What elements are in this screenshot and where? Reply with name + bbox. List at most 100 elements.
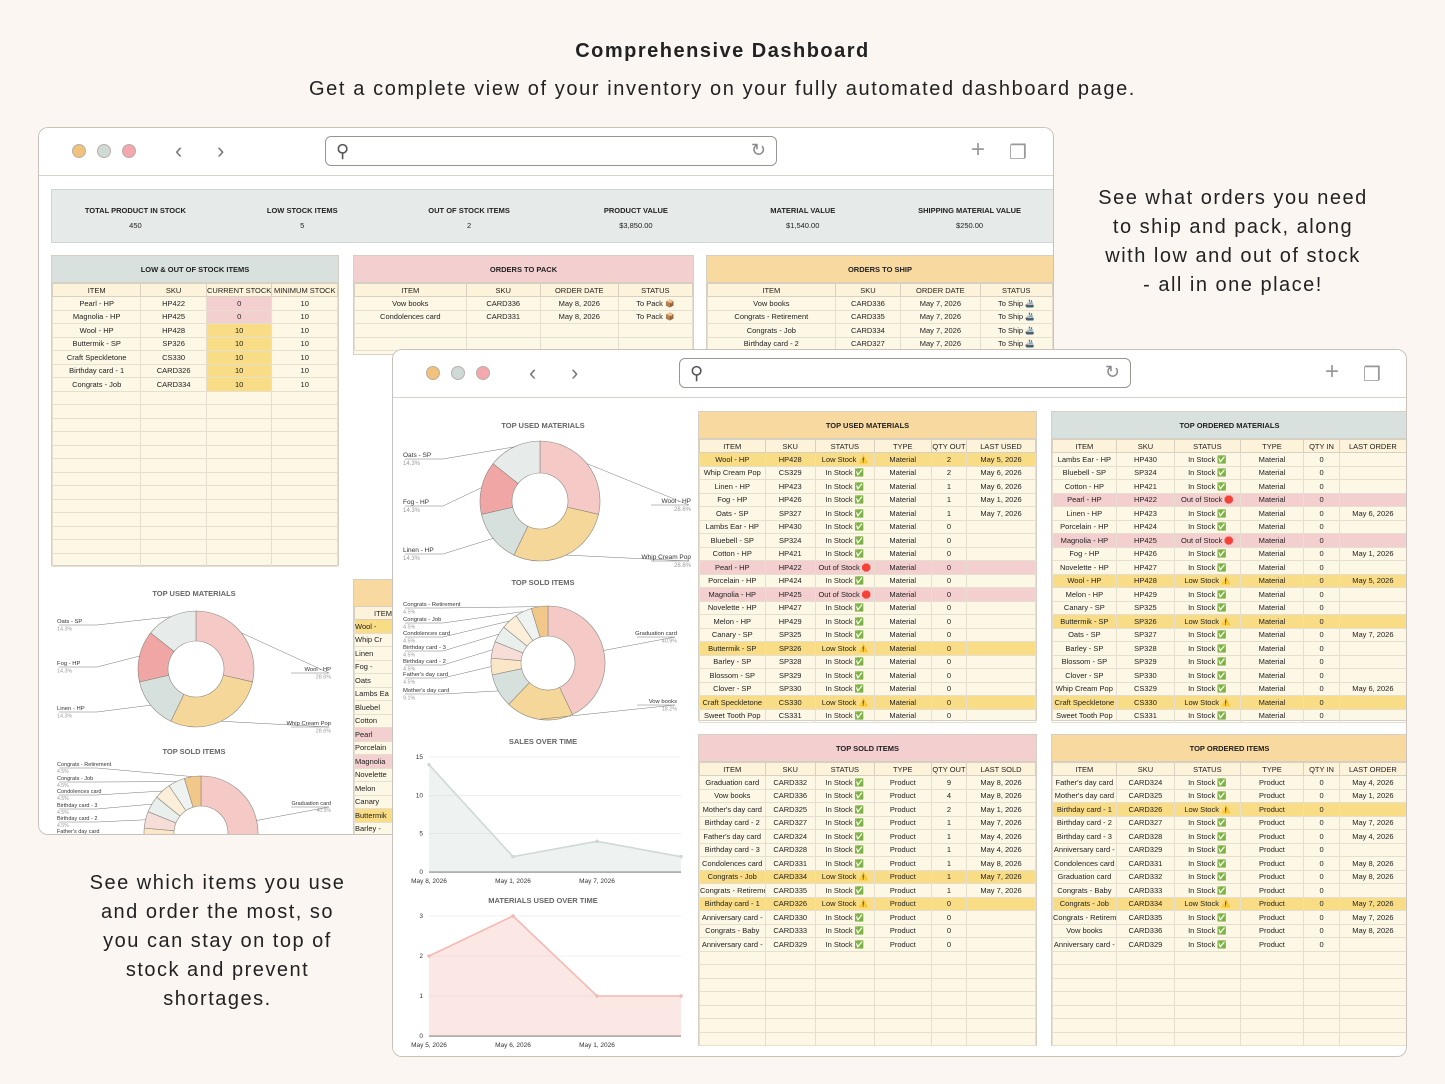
column-header[interactable]: SKU — [764, 439, 816, 453]
column-header[interactable]: CURRENT STOCK — [205, 283, 273, 297]
table-row[interactable]: Vow books CARD336 May 7, 2026 To Ship 🚢 — [707, 296, 1053, 311]
table-row[interactable] — [1052, 964, 1406, 979]
column-header[interactable]: LAST ORDER — [1338, 439, 1406, 453]
table-row[interactable] — [354, 323, 694, 338]
table-row[interactable]: Bluebell - SP SP324 In Stock ✅ Material 0 — [1052, 465, 1406, 480]
copy-window-icon[interactable]: ❐ — [1009, 142, 1027, 164]
table-row[interactable]: Congrats - Retirement CARD335 May 7, 2026 T… — [707, 309, 1053, 324]
table-row[interactable] — [51, 471, 338, 486]
table-row[interactable] — [51, 539, 338, 554]
copy-window-icon[interactable]: ❐ — [1363, 364, 1381, 386]
table-row[interactable] — [51, 458, 338, 473]
table-row[interactable]: Porcelain - HP HP424 In Stock ✅ Material 0 — [1052, 519, 1406, 534]
table-row[interactable]: Buttermik - SP SP326 Low Stock ⚠️ Material 0 — [1052, 614, 1406, 629]
table-row[interactable]: Congrats - Job CARD334 May 7, 2026 To Ship … — [707, 323, 1053, 338]
table-row[interactable]: Condolences card CARD331 In Stock ✅ Product… — [1052, 856, 1406, 871]
table-row[interactable]: Lambs Ear - HP HP430 In Stock ✅ Material 0 — [1052, 452, 1406, 467]
pie-slice[interactable] — [200, 775, 259, 835]
table-row[interactable]: Vow books CARD336 May 8, 2026 To Pack 📦 — [354, 296, 694, 311]
column-header[interactable]: ITEM — [699, 762, 766, 776]
table-row[interactable]: Magnolia - HP HP425 0 10 — [51, 309, 338, 324]
column-header[interactable]: ITEM — [707, 283, 836, 297]
new-tab-icon[interactable]: + — [1325, 358, 1340, 385]
table-row[interactable]: Mother's day card CARD325 In Stock ✅ Produc… — [699, 802, 1036, 817]
column-header[interactable]: SKU — [140, 283, 207, 297]
table-row[interactable]: Birthday card - 2 CARD327 May 7, 2026 To Sh… — [707, 336, 1053, 351]
table-row[interactable]: Birthday card - 2 CARD327 In Stock ✅ Produc… — [1052, 815, 1406, 830]
close-dot[interactable] — [122, 144, 136, 158]
column-header[interactable]: SKU — [764, 762, 816, 776]
column-header[interactable]: STATUS — [1174, 439, 1241, 453]
table-row[interactable]: Magnolia - HP HP425 Out of Stock 🛑 Material… — [699, 587, 1036, 602]
column-header[interactable]: LAST USED — [966, 439, 1036, 453]
table-row[interactable]: Congrats - Retireme CARD335 In Stock ✅ Prod… — [699, 883, 1036, 898]
table-row[interactable]: Porcelain - HP HP424 In Stock ✅ Material 0 — [699, 573, 1036, 588]
table-row[interactable]: Vow books CARD336 In Stock ✅ Product 4 May 8,… — [699, 788, 1036, 803]
table-row[interactable] — [699, 964, 1036, 979]
table-row[interactable]: Craft Speckletone CS330 Low Stock ⚠️ Materi… — [699, 695, 1036, 710]
table-row[interactable]: Anniversary card - CARD329 In Stock ✅ Produ… — [1052, 842, 1406, 857]
table-row[interactable]: Barley - SP SP328 In Stock ✅ Material 0 — [699, 654, 1036, 669]
table-row[interactable]: Condolences card CARD331 In Stock ✅ Product… — [699, 856, 1036, 871]
table-row[interactable]: Birthday card - 1 CARD326 10 10 — [51, 363, 338, 378]
column-header[interactable]: STATUS — [979, 283, 1053, 297]
column-header[interactable]: TYPE — [1239, 439, 1305, 453]
pie-slice[interactable] — [539, 440, 601, 515]
table-row[interactable]: Craft Speckletone CS330 10 10 — [51, 350, 338, 365]
column-header[interactable]: ITEM — [354, 283, 467, 297]
column-header[interactable]: QTY IN — [1303, 762, 1340, 776]
table-row[interactable] — [1052, 991, 1406, 1006]
table-row[interactable]: Oats - SP SP327 In Stock ✅ Material 0 May 7, … — [1052, 627, 1406, 642]
close-dot[interactable] — [476, 366, 490, 380]
table-row[interactable]: Anniversary card - CARD329 In Stock ✅ Produ… — [699, 937, 1036, 952]
table-row[interactable]: Bluebell - SP SP324 In Stock ✅ Material 0 — [699, 533, 1036, 548]
table-row[interactable]: Wool - HP HP428 10 10 — [51, 323, 338, 338]
table-row[interactable]: Linen - HP HP423 In Stock ✅ Material 0 May 6,… — [1052, 506, 1406, 521]
table-row[interactable]: Clover - SP SP330 In Stock ✅ Material 0 — [699, 681, 1036, 696]
column-header[interactable]: SKU — [1115, 762, 1176, 776]
table-row[interactable]: Wool - HP HP428 Low Stock ⚠️ Material 2 May 5… — [699, 452, 1036, 467]
table-row[interactable] — [51, 417, 338, 432]
table-row[interactable]: Linen - HP HP423 In Stock ✅ Material 1 May 6,… — [699, 479, 1036, 494]
table-row[interactable]: Sweet Tooth Pop CS331 In Stock ✅ Material 0 — [699, 708, 1036, 723]
table-row[interactable]: Fog - HP HP426 In Stock ✅ Material 0 May 1, 2… — [1052, 546, 1406, 561]
table-row[interactable] — [51, 498, 338, 513]
column-header[interactable]: ITEM — [1052, 439, 1117, 453]
column-header[interactable]: STATUS — [814, 439, 875, 453]
table-row[interactable] — [699, 1004, 1036, 1019]
table-row[interactable] — [699, 950, 1036, 965]
pie-slice[interactable] — [513, 506, 599, 562]
table-row[interactable] — [51, 512, 338, 527]
table-row[interactable]: Canary - SP SP325 In Stock ✅ Material 0 — [699, 627, 1036, 642]
column-header[interactable]: SKU — [465, 283, 541, 297]
table-row[interactable]: Anniversary card - CARD329 In Stock ✅ Produ… — [1052, 937, 1406, 952]
table-row[interactable]: Sweet Tooth Pop CS331 In Stock ✅ Material 0 — [1052, 708, 1406, 723]
table-row[interactable]: Pearl - HP HP422 0 10 — [51, 296, 338, 311]
column-header[interactable]: LAST ORDER — [1338, 762, 1406, 776]
column-header[interactable]: SKU — [834, 283, 902, 297]
column-header[interactable]: STATUS — [814, 762, 875, 776]
pie-slice[interactable] — [170, 674, 253, 728]
minimize-dot[interactable] — [72, 144, 86, 158]
table-row[interactable] — [1052, 1031, 1406, 1046]
forward-arrow-icon[interactable]: › — [217, 138, 225, 163]
table-row[interactable]: Condolences card CARD331 May 8, 2026 To Pac… — [354, 309, 694, 324]
table-row[interactable]: Melon - HP HP429 In Stock ✅ Material 0 — [1052, 587, 1406, 602]
column-header[interactable]: LAST SOLD — [966, 762, 1036, 776]
column-header[interactable]: MINIMUM STOCK — [271, 283, 338, 297]
table-row[interactable]: Congrats - Retireme CARD335 In Stock ✅ Prod… — [1052, 910, 1406, 925]
table-row[interactable]: Magnolia - HP HP425 Out of Stock 🛑 Material… — [1052, 533, 1406, 548]
table-row[interactable]: Wool - HP HP428 Low Stock ⚠️ Material 0 May 5… — [1052, 573, 1406, 588]
maximize-dot[interactable] — [97, 144, 111, 158]
data-point[interactable] — [427, 954, 431, 958]
table-row[interactable] — [51, 431, 338, 446]
column-header[interactable]: TYPE — [1239, 762, 1305, 776]
column-header[interactable]: QTY OUT — [930, 439, 968, 453]
back-arrow-icon[interactable]: ‹ — [175, 138, 183, 163]
table-row[interactable]: Lambs Ear - HP HP430 In Stock ✅ Material 0 — [699, 519, 1036, 534]
table-row[interactable]: Pearl - HP HP422 Out of Stock 🛑 Material 0 — [1052, 492, 1406, 507]
column-header[interactable]: STATUS — [1174, 762, 1241, 776]
data-point[interactable] — [679, 854, 683, 859]
table-row[interactable]: Father's day card CARD324 In Stock ✅ Produc… — [699, 829, 1036, 844]
data-point[interactable] — [511, 914, 515, 918]
